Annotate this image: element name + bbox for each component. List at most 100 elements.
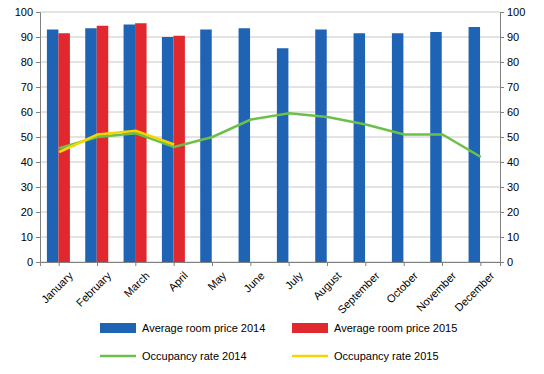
tick-label: 100 bbox=[15, 6, 33, 18]
tick-label: 50 bbox=[21, 131, 33, 143]
tick-label: 60 bbox=[21, 106, 33, 118]
bar bbox=[200, 30, 212, 263]
tick: April bbox=[166, 262, 190, 293]
tick-label: March bbox=[122, 269, 152, 299]
y2-axis: 0102030405060708090100 bbox=[500, 6, 525, 268]
tick-label: 70 bbox=[21, 81, 33, 93]
tick-label: 0 bbox=[507, 256, 513, 268]
tick: 0 bbox=[27, 256, 40, 268]
bar bbox=[239, 28, 251, 262]
bar bbox=[135, 23, 147, 262]
tick-mark bbox=[404, 262, 405, 266]
tick-mark bbox=[500, 237, 504, 238]
bar bbox=[430, 32, 442, 262]
legend-label: Occupancy rate 2014 bbox=[142, 350, 247, 362]
tick: June bbox=[241, 262, 266, 295]
tick: March bbox=[122, 262, 152, 299]
tick-mark bbox=[480, 262, 481, 266]
bar bbox=[47, 30, 59, 263]
tick-label: 100 bbox=[507, 6, 525, 18]
tick-label: 80 bbox=[21, 56, 33, 68]
axis-line bbox=[501, 13, 505, 263]
tick-mark bbox=[500, 162, 504, 163]
tick-mark bbox=[442, 262, 443, 266]
tick: 60 bbox=[500, 106, 519, 118]
tick-mark bbox=[250, 262, 251, 266]
tick-mark bbox=[212, 262, 213, 266]
tick-mark bbox=[500, 87, 504, 88]
tick-mark bbox=[36, 12, 40, 13]
tick-mark bbox=[500, 137, 504, 138]
legend-label: Average room price 2015 bbox=[334, 322, 457, 334]
tick-label: 30 bbox=[21, 181, 33, 193]
tick: 20 bbox=[21, 206, 40, 218]
tick-label: February bbox=[74, 269, 114, 309]
tick-label: October bbox=[384, 269, 420, 305]
tick: 60 bbox=[21, 106, 40, 118]
tick-mark bbox=[500, 12, 504, 13]
axis-line bbox=[41, 263, 501, 267]
tick-label: 10 bbox=[507, 231, 519, 243]
tick-label: 20 bbox=[507, 206, 519, 218]
axis-line bbox=[36, 13, 41, 263]
bar bbox=[85, 28, 97, 262]
tick-label: August bbox=[311, 269, 344, 302]
line bbox=[59, 131, 174, 152]
tick: 10 bbox=[500, 231, 519, 243]
tick-label: July bbox=[283, 269, 306, 292]
tick-mark bbox=[36, 162, 40, 163]
legend-item: Occupancy rate 2015 bbox=[292, 350, 439, 362]
bar bbox=[97, 26, 109, 262]
tick-mark bbox=[36, 212, 40, 213]
tick-label: 80 bbox=[507, 56, 519, 68]
legend-item: Average room price 2014 bbox=[100, 322, 265, 334]
tick: 90 bbox=[500, 31, 519, 43]
tick-mark bbox=[36, 62, 40, 63]
tick: January bbox=[39, 262, 76, 305]
tick-label: January bbox=[39, 269, 76, 306]
bar bbox=[124, 25, 136, 263]
tick-mark bbox=[36, 87, 40, 88]
tick: October bbox=[384, 262, 420, 305]
tick: December bbox=[452, 262, 497, 314]
tick: 70 bbox=[500, 81, 519, 93]
tick-label: September bbox=[335, 269, 382, 316]
y-axis: 0102030405060708090100 bbox=[15, 6, 41, 268]
bar bbox=[315, 30, 327, 263]
legend-item: Occupancy rate 2014 bbox=[100, 350, 247, 362]
tick-label: 60 bbox=[507, 106, 519, 118]
legend-swatch bbox=[292, 323, 328, 333]
tick: 40 bbox=[21, 156, 40, 168]
legend-swatch bbox=[292, 355, 328, 358]
tick-mark bbox=[289, 262, 290, 266]
tick-mark bbox=[500, 187, 504, 188]
tick: 50 bbox=[21, 131, 40, 143]
tick: August bbox=[311, 262, 344, 302]
grid bbox=[40, 12, 500, 262]
tick: 30 bbox=[21, 181, 40, 193]
bar bbox=[354, 33, 366, 262]
bar bbox=[469, 27, 481, 262]
tick-label: 40 bbox=[507, 156, 519, 168]
legend-swatch bbox=[100, 323, 136, 333]
tick-label: December bbox=[452, 269, 497, 314]
tick: 70 bbox=[21, 81, 40, 93]
grid-line bbox=[40, 12, 500, 13]
tick-label: November bbox=[414, 269, 459, 314]
tick-label: 20 bbox=[21, 206, 33, 218]
tick-label: April bbox=[166, 269, 190, 293]
tick-label: 90 bbox=[507, 31, 519, 43]
tick-label: June bbox=[241, 269, 266, 294]
tick: 80 bbox=[500, 56, 519, 68]
tick: 100 bbox=[500, 6, 525, 18]
tick: 100 bbox=[15, 6, 40, 18]
tick-label: 30 bbox=[507, 181, 519, 193]
bar bbox=[173, 36, 185, 262]
tick: May bbox=[205, 262, 229, 293]
tick-label: 0 bbox=[27, 256, 33, 268]
tick: 40 bbox=[500, 156, 519, 168]
x-axis: JanuaryFebruary March April May June JulyAugu… bbox=[39, 262, 501, 316]
bar bbox=[277, 48, 289, 262]
tick-label: 70 bbox=[507, 81, 519, 93]
tick-mark bbox=[500, 62, 504, 63]
